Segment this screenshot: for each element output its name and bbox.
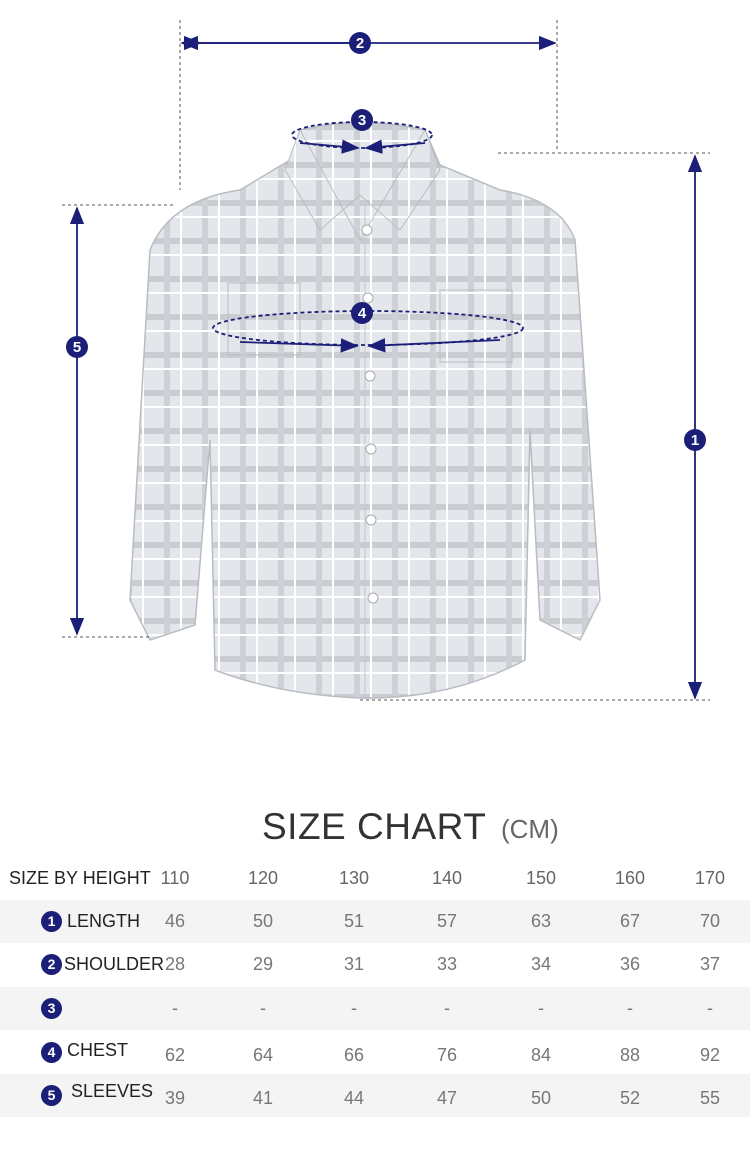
unit-label: (CM)	[501, 814, 559, 844]
chart-title: SIZE CHART	[262, 806, 487, 847]
size-header: 150	[525, 868, 557, 888]
marker-2: 2	[349, 32, 371, 54]
value-cell: 52	[619, 1088, 641, 1108]
value-cell: 39	[164, 1088, 186, 1108]
marker-2-icon: 2	[41, 954, 62, 975]
marker-4-icon: 4	[41, 1042, 62, 1063]
value-cell: 50	[252, 911, 274, 931]
value-cell: -	[351, 998, 357, 1018]
value-cell: 31	[343, 954, 365, 974]
value-cell: -	[538, 998, 544, 1018]
value-cell: 57	[436, 911, 458, 931]
value-cell: 62	[164, 1045, 186, 1065]
table-row: 5 SLEEVES 39 41 44 47 50 52 55	[0, 1074, 750, 1117]
svg-text:4: 4	[358, 305, 367, 322]
marker-3-icon: 3	[41, 998, 62, 1019]
value-cell: 50	[530, 1088, 552, 1108]
value-cell: 84	[530, 1045, 552, 1065]
value-cell: 70	[699, 911, 721, 931]
row-label: SHOULDER	[64, 954, 165, 974]
value-cell: 63	[530, 911, 552, 931]
value-cell: 36	[619, 954, 641, 974]
shirt-image	[129, 121, 601, 699]
value-cell: 67	[619, 911, 641, 931]
size-header: 120	[247, 868, 279, 888]
value-cell: 92	[699, 1045, 721, 1065]
table-row: 4 CHEST 62 64 66 76 84 88 92	[0, 1031, 750, 1074]
value-cell: 88	[619, 1045, 641, 1065]
size-header: 110	[160, 868, 190, 888]
row-label: SLEEVES	[71, 1081, 154, 1101]
table-row: 2 SHOULDER 28 29 31 33 34 36 37	[0, 943, 750, 986]
size-header: 140	[431, 868, 463, 888]
value-cell: -	[172, 998, 178, 1018]
marker-3: 3	[351, 109, 373, 131]
size-header: 160	[614, 868, 646, 888]
row-label: LENGTH	[67, 911, 141, 931]
size-header: 170	[694, 868, 726, 888]
measurement-guides	[62, 20, 710, 701]
table-header-row: SIZE BY HEIGHT 110 120 130 140 150 160 170	[0, 857, 750, 900]
header-label: SIZE BY HEIGHT	[9, 868, 151, 888]
table-row: 1 LENGTH 46 50 51 57 63 67 70	[0, 900, 750, 943]
svg-text:1: 1	[691, 432, 699, 449]
value-cell: 46	[164, 911, 186, 931]
value-cell: 29	[252, 954, 274, 974]
marker-5: 5	[66, 336, 88, 358]
value-cell: -	[260, 998, 266, 1018]
value-cell: 37	[699, 954, 721, 974]
value-cell: 47	[436, 1088, 458, 1108]
value-cell: 76	[436, 1045, 458, 1065]
value-cell: 41	[252, 1088, 274, 1108]
row-label: CHEST	[67, 1040, 129, 1060]
value-cell: 28	[164, 954, 186, 974]
table-row: 3 - - - - - - -	[0, 987, 750, 1030]
size-header: 130	[338, 868, 370, 888]
value-cell: -	[707, 998, 713, 1018]
svg-text:5: 5	[73, 339, 81, 356]
marker-5-icon: 5	[41, 1085, 62, 1106]
marker-1-icon: 1	[41, 911, 62, 932]
value-cell: 33	[436, 954, 458, 974]
marker-4: 4	[351, 302, 373, 324]
marker-1: 1	[684, 429, 706, 451]
svg-text:3: 3	[358, 112, 366, 129]
value-cell: 66	[343, 1045, 365, 1065]
value-cell: -	[627, 998, 633, 1018]
svg-text:2: 2	[356, 35, 364, 52]
value-cell: 34	[530, 954, 552, 974]
value-cell: 55	[699, 1088, 721, 1108]
shirt-measurement-diagram: 2 3 4 1 5	[62, 20, 710, 701]
value-cell: 44	[343, 1088, 365, 1108]
value-cell: 64	[252, 1045, 274, 1065]
value-cell: -	[444, 998, 450, 1018]
value-cell: 51	[343, 911, 365, 931]
